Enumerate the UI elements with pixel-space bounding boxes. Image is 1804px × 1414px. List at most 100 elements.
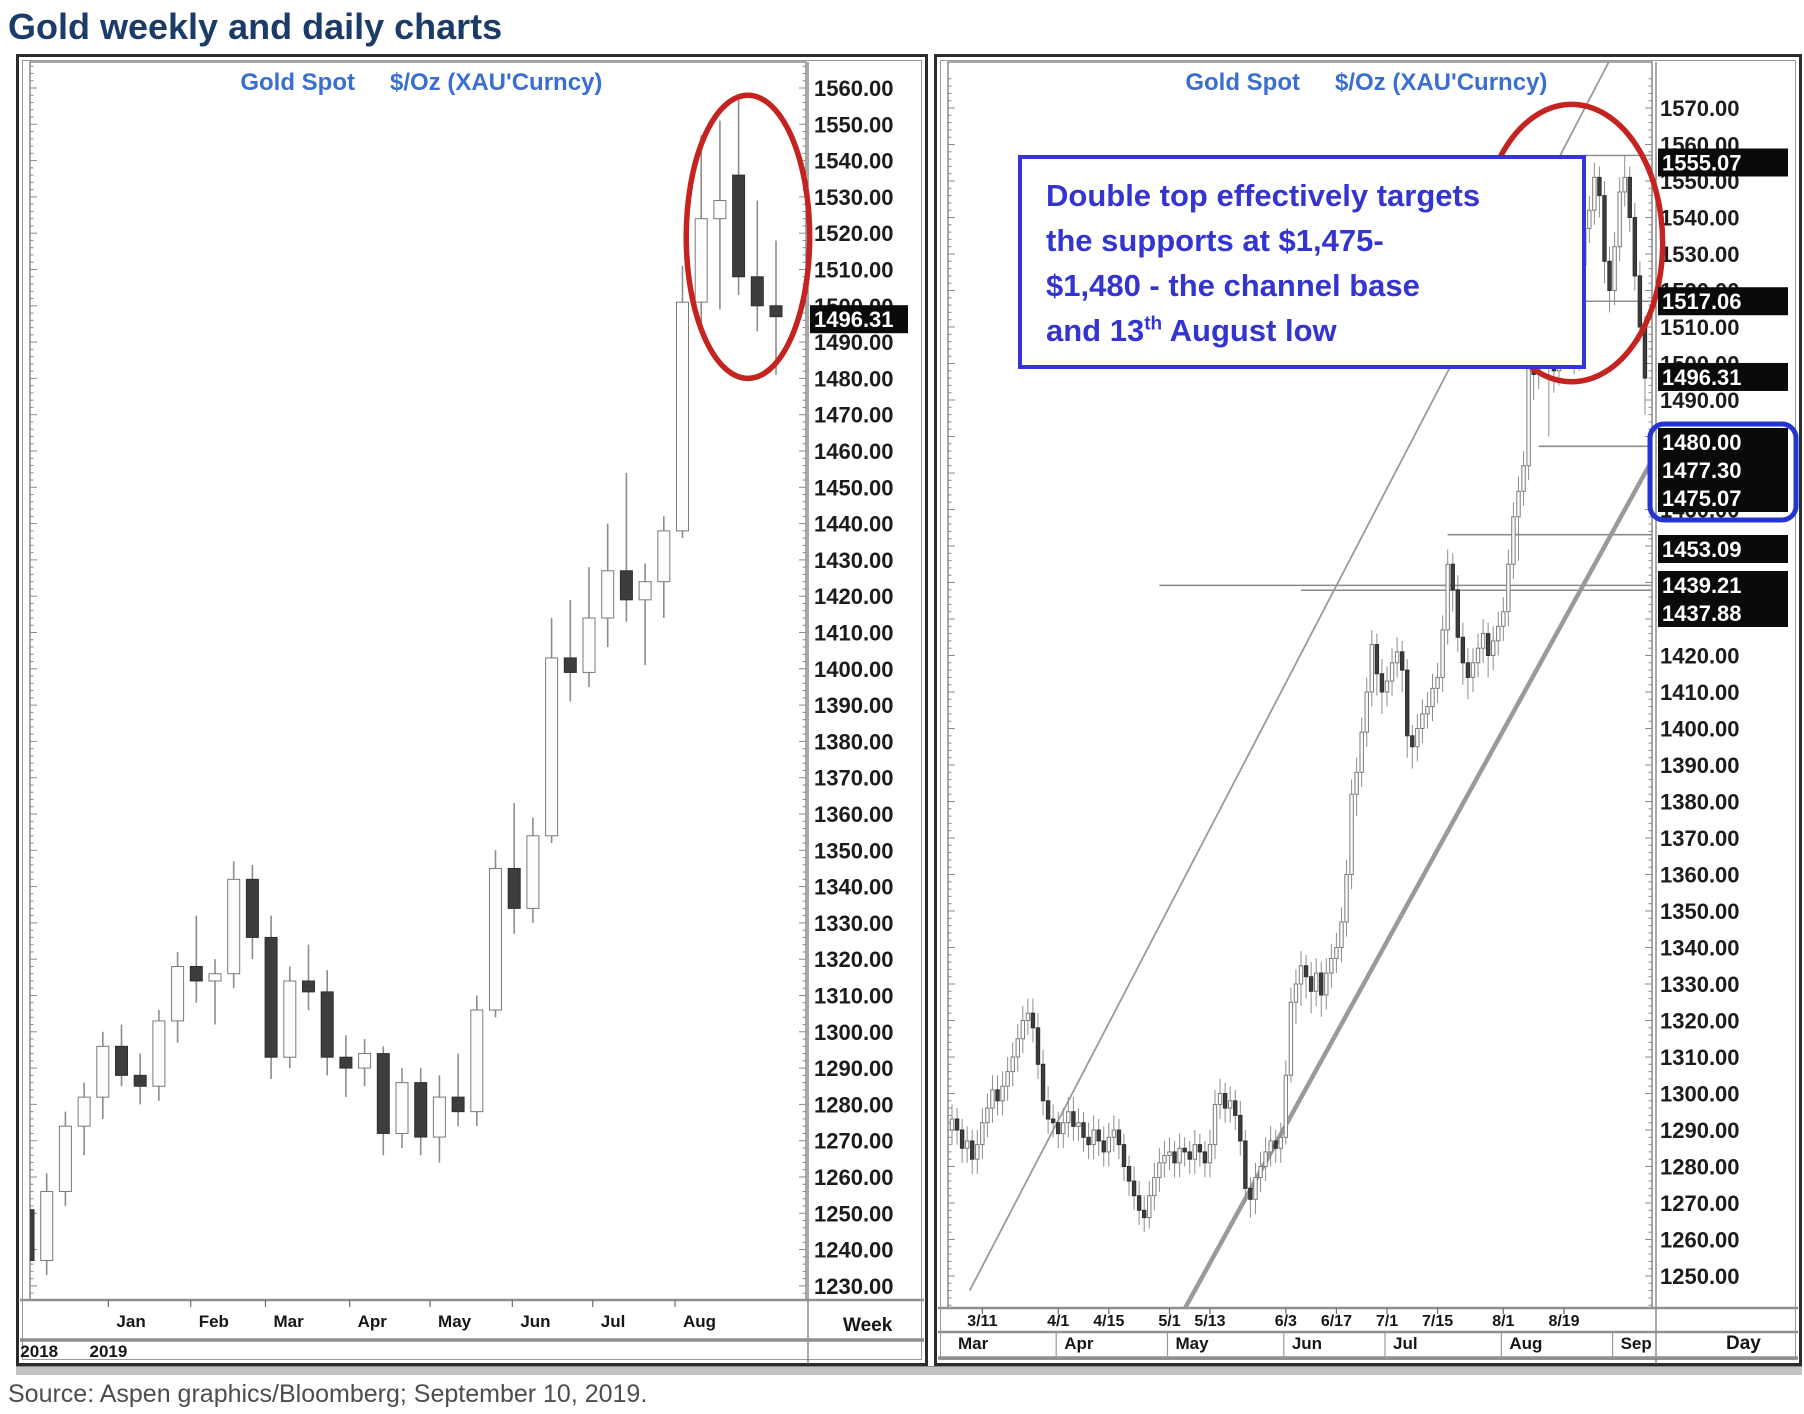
y-axis-label: 1280.00 xyxy=(1660,1155,1740,1180)
candle-up xyxy=(1167,1137,1172,1171)
candle-down xyxy=(1142,1195,1147,1233)
candle-body xyxy=(1263,1151,1268,1168)
candle-up xyxy=(171,951,185,1043)
candle-body xyxy=(1202,1151,1208,1164)
candle-body xyxy=(949,1118,955,1131)
candle-body xyxy=(1177,1147,1182,1164)
y-axis-label: 1490.00 xyxy=(1660,388,1740,413)
candle-down xyxy=(1035,1013,1041,1079)
candle-body xyxy=(1142,1209,1147,1219)
candle-body xyxy=(1627,176,1632,219)
candle-up xyxy=(1521,451,1526,506)
candle-down xyxy=(1399,640,1405,692)
candle-down xyxy=(1096,1119,1101,1156)
candle-up xyxy=(975,1130,980,1174)
candle-up xyxy=(1268,1126,1273,1167)
candle-body xyxy=(1319,972,1324,996)
candle-down xyxy=(959,1119,965,1163)
candle-down xyxy=(1086,1122,1091,1160)
price-tag-bg xyxy=(1658,287,1788,316)
x-date-label: 4/15 xyxy=(1093,1313,1124,1330)
candle-body xyxy=(970,1140,975,1160)
candle-body xyxy=(1364,691,1369,733)
candle-up xyxy=(1147,1181,1152,1229)
candle-body xyxy=(1491,640,1496,657)
candle-down xyxy=(302,944,315,1011)
candle-body xyxy=(995,1089,1000,1102)
candle-up xyxy=(1000,1071,1005,1116)
candle-body xyxy=(1460,636,1466,664)
x-month-label: Jan xyxy=(116,1312,145,1331)
candle-body xyxy=(1511,516,1516,565)
candle-body xyxy=(1389,662,1395,682)
candle-body xyxy=(1374,644,1380,675)
candle-body xyxy=(975,1144,980,1160)
candle-down xyxy=(1243,1130,1248,1203)
candle-up xyxy=(1177,1133,1182,1178)
candle-body xyxy=(40,1191,54,1261)
candle-up xyxy=(1015,1024,1020,1072)
candle-body xyxy=(1526,363,1531,467)
x-date-label: 6/3 xyxy=(1275,1313,1297,1330)
candle-up xyxy=(1440,615,1445,692)
candle-body xyxy=(1157,1162,1162,1178)
candle-down xyxy=(1126,1155,1132,1196)
candle-up xyxy=(1298,951,1304,1006)
candle-up xyxy=(1511,502,1516,579)
candle-body xyxy=(1035,1027,1041,1065)
x-date-label: 4/1 xyxy=(1047,1313,1069,1330)
candle-up xyxy=(1258,1151,1263,1193)
candle-up xyxy=(1516,476,1521,561)
y-axis-label: 1540.00 xyxy=(814,149,894,174)
y-axis-label: 1260.00 xyxy=(1660,1228,1740,1253)
x-month-label: Jun xyxy=(1292,1334,1322,1353)
candle-down xyxy=(30,1209,35,1261)
candle-down xyxy=(1248,1177,1253,1218)
candle-down xyxy=(1101,1126,1106,1167)
candle-up xyxy=(227,861,241,989)
y-axis-label: 1300.00 xyxy=(814,1020,894,1045)
candle-up xyxy=(990,1075,995,1123)
candle-body xyxy=(1339,921,1344,949)
candle-up xyxy=(1394,637,1400,678)
candle-down xyxy=(1637,261,1643,342)
candle-up xyxy=(1622,155,1627,207)
candle-body xyxy=(1086,1136,1091,1146)
candle-up xyxy=(1025,998,1031,1036)
candle-up xyxy=(1192,1130,1197,1174)
candle-body xyxy=(1313,972,1319,992)
x-date-label: 7/1 xyxy=(1376,1313,1398,1330)
y-axis-label: 1250.00 xyxy=(814,1201,894,1226)
candle-body xyxy=(414,1082,428,1138)
candle-body xyxy=(619,570,633,601)
candle-body xyxy=(1587,209,1592,229)
source-note: Source: Aspen graphics/Bloomberg; Septem… xyxy=(8,1380,648,1408)
y-axis-label: 1400.00 xyxy=(1660,717,1740,742)
candle-body xyxy=(1308,976,1314,992)
candle-body xyxy=(1430,687,1435,708)
candle-up xyxy=(985,1093,990,1138)
candle-up xyxy=(1207,1130,1213,1178)
candle-up xyxy=(1501,597,1506,641)
annotation-box: Double top effectively targets the suppo… xyxy=(1018,155,1586,369)
candle-up xyxy=(1066,1097,1071,1138)
candle-body xyxy=(1217,1093,1223,1105)
candle-body xyxy=(320,991,334,1058)
candle-body xyxy=(1238,1114,1243,1142)
candle-body xyxy=(1637,275,1643,328)
candle-body xyxy=(1399,651,1405,671)
y-axis-label: 1460.00 xyxy=(814,439,894,464)
candle-body xyxy=(1607,260,1612,291)
candle-body xyxy=(1121,1144,1127,1167)
candle-body xyxy=(1192,1144,1197,1160)
support-price-tag: 1480.00 xyxy=(1658,428,1788,456)
candle-body xyxy=(227,878,241,975)
candle-body xyxy=(1147,1195,1152,1219)
candle-body xyxy=(283,980,297,1058)
candle-down xyxy=(1045,1086,1051,1134)
candle-body xyxy=(769,305,783,318)
candle-down xyxy=(1202,1140,1208,1178)
x-month-label: Mar xyxy=(273,1312,304,1331)
candle-body xyxy=(1521,465,1526,492)
x-month-label: May xyxy=(438,1312,472,1331)
